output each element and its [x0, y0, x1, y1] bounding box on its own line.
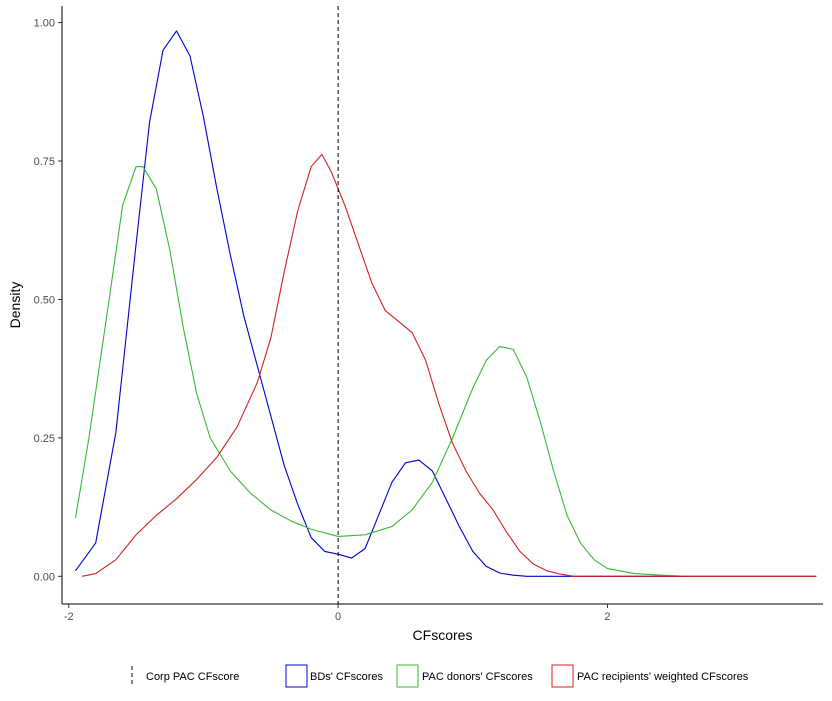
x-axis-title: CFscores — [413, 627, 473, 643]
x-tick-label: 0 — [335, 611, 341, 623]
y-tick-label: 0.00 — [34, 571, 55, 583]
y-tick-label: 1.00 — [34, 18, 55, 30]
density-line-series-3 — [82, 153, 817, 577]
y-axis-ticks: 0.00 0.25 0.50 0.75 1.00 — [34, 18, 62, 583]
y-axis-title: Density — [7, 282, 23, 329]
y-tick-label: 0.50 — [34, 294, 55, 306]
legend-key-box — [285, 664, 308, 688]
y-tick-label: 0.25 — [34, 433, 55, 445]
x-tick-label: 2 — [604, 611, 610, 623]
density-line-series-2 — [74, 166, 817, 577]
x-tick-label: -2 — [64, 611, 74, 623]
legend-label: Corp PAC CFscore — [146, 671, 239, 683]
legend: Corp PAC CFscore BDs' CFscores PAC donors'… — [131, 664, 749, 688]
legend-label: PAC recipients' weighted CFscores — [577, 671, 749, 683]
legend-key-box — [396, 664, 419, 688]
density-line-series-1 — [75, 30, 817, 577]
legend-key-box — [551, 664, 574, 688]
legend-label: PAC donors' CFscores — [422, 671, 533, 683]
plot-area — [74, 6, 817, 604]
x-axis-ticks: -2 0 2 — [64, 604, 611, 623]
legend-label: BDs' CFscores — [310, 671, 383, 683]
y-tick-label: 0.75 — [34, 156, 55, 168]
